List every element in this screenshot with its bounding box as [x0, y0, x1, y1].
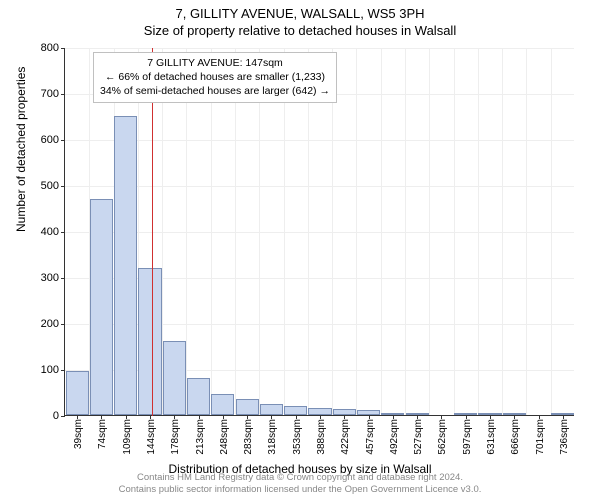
histogram-bar — [381, 413, 404, 415]
xtick-label: 597sqm — [462, 415, 473, 455]
ytick-label: 300 — [41, 272, 65, 284]
histogram-bar — [284, 406, 307, 415]
gridline-v — [381, 48, 382, 415]
xtick-label: 74sqm — [97, 415, 108, 449]
histogram-bar — [90, 199, 113, 415]
gridline-v — [308, 48, 309, 415]
xtick-label: 213sqm — [195, 415, 206, 455]
histogram-bar — [454, 413, 477, 415]
xtick-label: 666sqm — [510, 415, 521, 455]
histogram-bar — [114, 116, 137, 415]
xtick-label: 457sqm — [365, 415, 376, 455]
footer-line-1: Contains HM Land Registry data © Crown c… — [0, 472, 600, 484]
xtick-label: 109sqm — [122, 415, 133, 455]
annotation-box: 7 GILLITY AVENUE: 147sqm← 66% of detache… — [93, 52, 337, 103]
gridline-v — [502, 48, 503, 415]
gridline-h — [65, 186, 574, 187]
xtick-label: 283sqm — [243, 415, 254, 455]
xtick-label: 388sqm — [316, 415, 327, 455]
histogram-bar — [260, 404, 283, 416]
gridline-v — [405, 48, 406, 415]
histogram-bar — [163, 341, 186, 415]
xtick-label: 178sqm — [170, 415, 181, 455]
page-subtitle: Size of property relative to detached ho… — [0, 21, 600, 38]
histogram-bar — [406, 413, 429, 415]
xtick-label: 144sqm — [146, 415, 157, 455]
histogram-bar — [138, 268, 161, 415]
ytick-label: 0 — [53, 410, 65, 422]
xtick-label: 631sqm — [486, 415, 497, 455]
xtick-label: 248sqm — [219, 415, 230, 455]
gridline-v — [478, 48, 479, 415]
plot-area: 010020030040050060070080039sqm74sqm109sq… — [64, 48, 574, 416]
gridline-v — [235, 48, 236, 415]
xtick-label: 353sqm — [292, 415, 303, 455]
annotation-line: 34% of semi-detached houses are larger (… — [100, 84, 330, 98]
xtick-label: 527sqm — [413, 415, 424, 455]
xtick-label: 492sqm — [389, 415, 400, 455]
gridline-v — [259, 48, 260, 415]
histogram-bar — [333, 409, 356, 415]
gridline-v — [429, 48, 430, 415]
ytick-label: 400 — [41, 226, 65, 238]
gridline-v — [332, 48, 333, 415]
page-title: 7, GILLITY AVENUE, WALSALL, WS5 3PH — [0, 0, 600, 21]
gridline-v — [454, 48, 455, 415]
histogram-bar — [236, 399, 259, 415]
gridline-v — [284, 48, 285, 415]
ytick-label: 700 — [41, 88, 65, 100]
footer-attribution: Contains HM Land Registry data © Crown c… — [0, 472, 600, 496]
ytick-label: 100 — [41, 364, 65, 376]
footer-line-2: Contains public sector information licen… — [0, 484, 600, 496]
gridline-h — [65, 140, 574, 141]
gridline-v — [186, 48, 187, 415]
ytick-label: 500 — [41, 180, 65, 192]
xtick-label: 422sqm — [340, 415, 351, 455]
annotation-line: ← 66% of detached houses are smaller (1,… — [100, 70, 330, 84]
histogram-bar — [503, 413, 526, 415]
xtick-label: 736sqm — [559, 415, 570, 455]
histogram-bar — [66, 371, 89, 415]
xtick-label: 562sqm — [437, 415, 448, 455]
xtick-label: 39sqm — [73, 415, 84, 449]
gridline-v — [526, 48, 527, 415]
histogram-bar — [478, 413, 501, 415]
gridline-h — [65, 48, 574, 49]
gridline-v — [211, 48, 212, 415]
histogram-bar — [551, 413, 574, 415]
histogram-bar — [357, 410, 380, 415]
gridline-v — [356, 48, 357, 415]
xtick-label: 318sqm — [267, 415, 278, 455]
reference-line — [152, 48, 153, 416]
histogram-bar — [308, 408, 331, 415]
histogram-bar — [211, 394, 234, 415]
histogram-chart: 010020030040050060070080039sqm74sqm109sq… — [64, 48, 574, 416]
histogram-bar — [187, 378, 210, 415]
gridline-v — [551, 48, 552, 415]
xtick-label: 701sqm — [535, 415, 546, 455]
gridline-h — [65, 232, 574, 233]
ytick-label: 800 — [41, 42, 65, 54]
ytick-label: 600 — [41, 134, 65, 146]
y-axis-label: Number of detached properties — [14, 67, 28, 232]
ytick-label: 200 — [41, 318, 65, 330]
annotation-line: 7 GILLITY AVENUE: 147sqm — [100, 56, 330, 70]
